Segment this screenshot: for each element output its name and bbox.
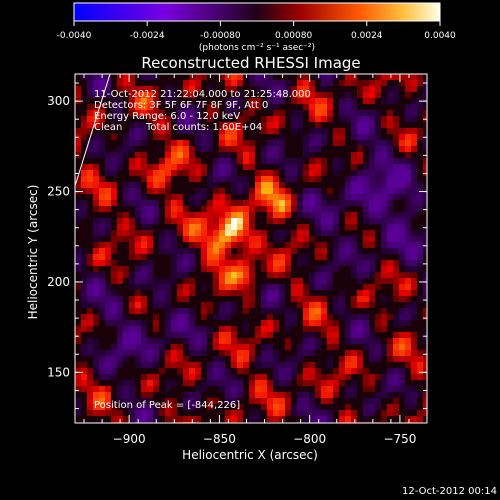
x-tick-label: −750 <box>383 432 416 446</box>
y-tick-label: 250 <box>47 185 70 199</box>
colorbar-tick-label: 0.00080 <box>275 31 312 41</box>
colorbar-tick-label: 0.0024 <box>351 31 383 41</box>
y-tick-label: 150 <box>47 365 70 379</box>
colorbar-tick-label: -0.0040 <box>57 31 92 41</box>
colorbar-unit: (photons cm⁻² s⁻¹ asec⁻²) <box>199 43 315 53</box>
date-stamp: 12-Oct-2012 00:14 <box>402 486 497 497</box>
info-detectors: Detectors: 3F 5F 6F 7F 8F 9F, Att 0 <box>94 100 268 111</box>
x-tick-label: −900 <box>113 432 146 446</box>
colorbar-tick-label: -0.00080 <box>200 31 241 41</box>
info-time-range: 11-Oct-2012 21:22:04.000 to 21:25:48.000 <box>94 89 311 100</box>
info-energy: Energy Range: 6.0 - 12.0 keV <box>94 111 240 122</box>
info-counts: Total counts: 1.60E+04 <box>145 122 262 133</box>
solar-limb <box>75 74 111 187</box>
y-axis: 150 200 250 300 <box>47 82 427 410</box>
y-axis-label: Heliocentric Y (arcsec) <box>26 185 40 320</box>
info-peak: Position of Peak = [-844,226] <box>94 400 240 411</box>
x-axis: −900 −850 −800 −750 <box>83 74 428 446</box>
x-axis-label: Heliocentric X (arcsec) <box>182 448 318 462</box>
colorbar-tick-label: 0.0040 <box>424 31 456 41</box>
colorbar-ticks: -0.0040 -0.0024 -0.00080 0.00080 0.0024 0.004… <box>57 21 456 41</box>
x-tick-label: −850 <box>203 432 236 446</box>
colorbar-tick-label: -0.0024 <box>130 31 165 41</box>
plot-frame <box>74 73 428 424</box>
rhessi-image <box>75 74 427 423</box>
colorbar-gradient <box>73 2 441 22</box>
x-tick-label: −800 <box>293 432 326 446</box>
colorbar: -0.0040 -0.0024 -0.00080 0.00080 0.0024 0.004… <box>57 2 456 53</box>
y-tick-label: 300 <box>47 94 70 108</box>
plot-title: Reconstructed RHESSI Image <box>141 54 360 72</box>
info-clean: Clean <box>94 122 122 133</box>
info-block: 11-Oct-2012 21:22:04.000 to 21:25:48.000… <box>94 89 311 411</box>
y-tick-label: 200 <box>47 275 70 289</box>
